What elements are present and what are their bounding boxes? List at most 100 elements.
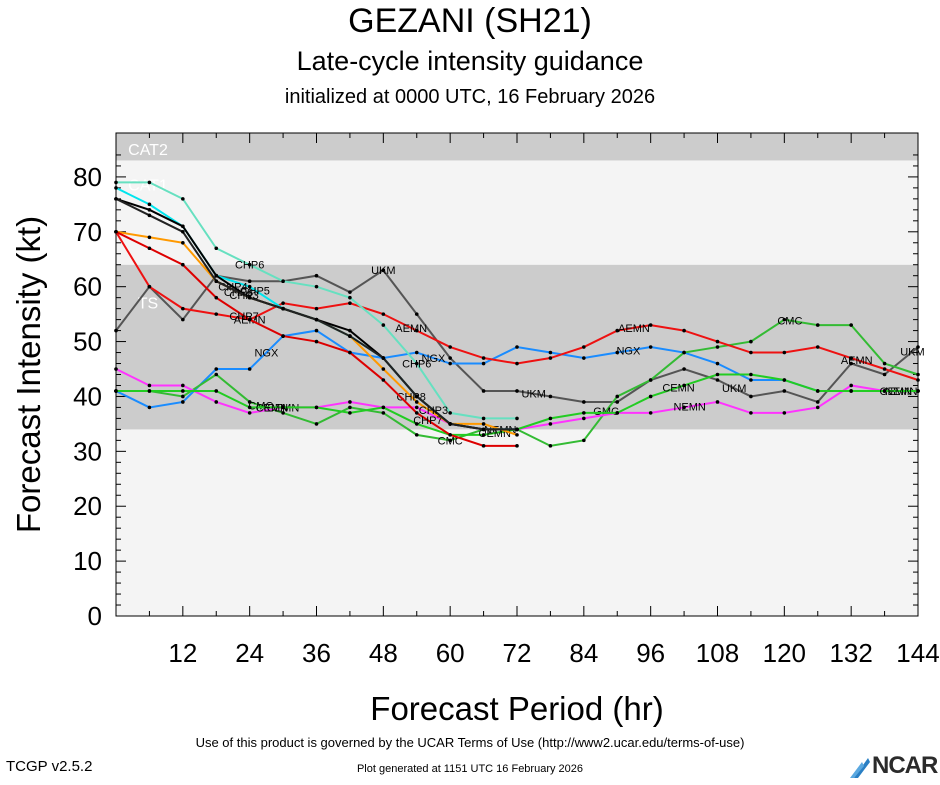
data-point xyxy=(181,389,185,393)
series-label: CEMN xyxy=(662,382,694,394)
data-point xyxy=(414,400,419,404)
data-point xyxy=(481,444,486,448)
data-point xyxy=(582,438,586,443)
data-point xyxy=(515,427,519,432)
series-label: CHP7 xyxy=(413,415,442,427)
data-point xyxy=(481,389,486,393)
data-point xyxy=(615,328,620,333)
data-point xyxy=(448,411,452,415)
data-point xyxy=(214,367,219,371)
series-label: CEMN xyxy=(256,402,288,414)
data-point xyxy=(815,323,820,327)
data-point xyxy=(181,262,185,267)
data-point xyxy=(615,411,620,415)
data-point xyxy=(181,240,185,245)
data-point xyxy=(648,323,653,327)
y-axis-label: Forecast Intensity (kt) xyxy=(10,216,47,533)
data-point xyxy=(348,405,352,410)
data-point xyxy=(916,372,920,377)
data-point xyxy=(515,361,519,366)
data-point xyxy=(582,411,586,415)
data-point xyxy=(481,427,486,432)
data-point xyxy=(414,411,419,415)
data-point xyxy=(715,400,720,404)
data-point xyxy=(648,394,653,399)
data-point xyxy=(414,422,419,426)
series-label: NEMN xyxy=(673,402,705,414)
y-tick-label: 0 xyxy=(88,601,102,631)
x-tick-label: 84 xyxy=(569,638,598,668)
data-point xyxy=(247,400,252,404)
x-tick-label: 48 xyxy=(369,638,398,668)
data-point xyxy=(448,345,452,349)
series-label: NGX xyxy=(254,348,279,360)
data-point xyxy=(849,356,853,360)
data-point xyxy=(682,383,686,388)
data-point xyxy=(348,411,352,415)
data-point xyxy=(414,328,419,333)
data-point xyxy=(114,389,118,393)
data-point xyxy=(414,405,419,410)
series-label: CHP6 xyxy=(402,359,431,371)
x-tick-label: 96 xyxy=(636,638,665,668)
data-point xyxy=(414,394,419,399)
series-label: CEMN xyxy=(880,386,912,398)
data-point xyxy=(815,389,820,393)
data-point xyxy=(882,367,887,371)
data-point xyxy=(247,295,252,300)
data-point xyxy=(749,411,753,415)
data-point xyxy=(548,356,553,360)
y-tick-label: 30 xyxy=(73,436,102,466)
data-point xyxy=(147,389,152,393)
ncar-logo: NCAR xyxy=(848,752,940,780)
data-point xyxy=(147,405,152,410)
data-point xyxy=(247,367,252,371)
data-point xyxy=(381,378,386,382)
data-point xyxy=(147,202,152,207)
series-ukm: UKM UKM UKM UKM xyxy=(114,265,925,404)
data-point xyxy=(749,372,753,377)
y-tick-label: 70 xyxy=(73,217,102,247)
data-point xyxy=(414,350,419,355)
data-point xyxy=(882,389,887,393)
data-point xyxy=(214,273,219,278)
y-tick-label: 80 xyxy=(73,162,102,192)
band-cat1 xyxy=(116,160,918,265)
data-point xyxy=(749,394,753,399)
data-point xyxy=(582,416,586,421)
series-label: CHP6 xyxy=(235,260,264,272)
data-point xyxy=(314,405,319,410)
band-label: CAT1 xyxy=(128,178,168,195)
data-point xyxy=(348,295,352,300)
data-point xyxy=(281,279,285,283)
series-label: AEMN xyxy=(841,355,873,367)
x-tick-label: 108 xyxy=(696,638,739,668)
data-point xyxy=(147,180,152,185)
data-point xyxy=(448,361,452,366)
y-tick-label: 40 xyxy=(73,381,102,411)
data-point xyxy=(481,422,486,426)
y-tick-label: 50 xyxy=(73,327,102,357)
data-point xyxy=(615,394,620,399)
data-point xyxy=(782,317,787,322)
data-point xyxy=(782,378,787,382)
series-label: CMC xyxy=(777,316,802,328)
x-tick-label: 12 xyxy=(168,638,197,668)
data-point xyxy=(114,229,118,234)
data-point xyxy=(348,400,352,404)
data-point xyxy=(114,197,118,201)
y-tick-label: 10 xyxy=(73,546,102,576)
series-label: NGX xyxy=(422,353,447,365)
data-point xyxy=(381,405,386,410)
data-point xyxy=(648,411,653,415)
y-tick-label: 20 xyxy=(73,491,102,521)
data-point xyxy=(515,389,519,393)
series-label: AEMN xyxy=(618,323,650,335)
data-point xyxy=(147,246,152,251)
data-point xyxy=(414,433,419,437)
data-point xyxy=(281,306,285,311)
version-label: TCGP v2.5.2 xyxy=(6,758,93,775)
data-point xyxy=(548,416,553,421)
data-point xyxy=(815,345,820,349)
